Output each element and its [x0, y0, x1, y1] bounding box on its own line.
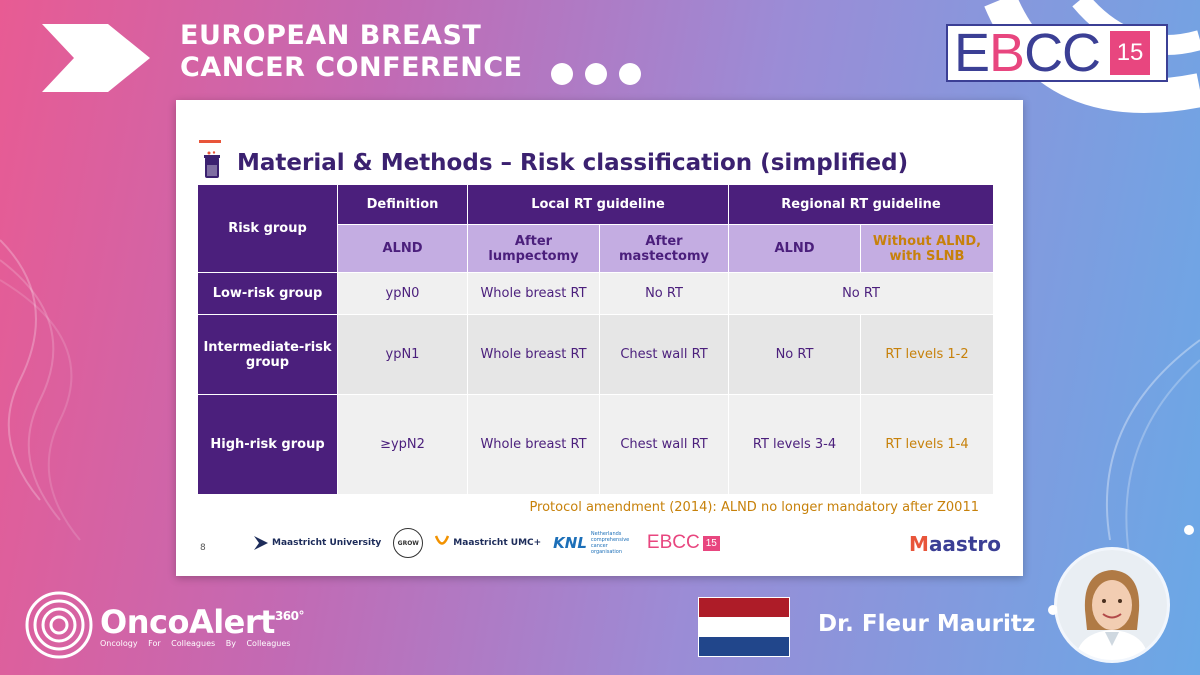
subheader-after-lumpectomy: After lumpectomy	[467, 224, 600, 273]
cell-lumpectomy: Whole breast RT	[467, 394, 600, 495]
oncoalert-name: OncoAlert	[100, 602, 275, 641]
oncoalert-tagline: Oncology For Colleagues By Colleagues	[100, 638, 291, 648]
title-accent-bar	[199, 140, 221, 143]
footer-logos: Maastricht University GROW Maastricht UM…	[254, 528, 720, 558]
ebcc-logo: EBCC 15	[946, 24, 1168, 82]
conference-title-line2: CANCER CONFERENCE	[180, 52, 523, 83]
cell-regional-slnb: RT levels 1-2	[860, 314, 994, 395]
subheader-after-mastectomy: After mastectomy	[599, 224, 729, 273]
maastro-logo: Maastro	[909, 532, 1001, 556]
maastricht-umc-logo: Maastricht UMC+	[435, 535, 541, 551]
slide-page-number: 8	[200, 543, 206, 553]
decoration-dot	[1048, 605, 1058, 615]
table-row: High-risk group ≥ypN2 Whole breast RT Ch…	[197, 394, 994, 495]
speaker-portrait-icon	[1057, 550, 1167, 660]
ebcc-logo-number: 15	[1110, 31, 1151, 75]
header-risk-group: Risk group	[197, 184, 338, 273]
protocol-amendment-note: Protocol amendment (2014): ALND no longe…	[529, 500, 979, 515]
subheader-without-alnd: Without ALND, with SLNB	[860, 224, 994, 273]
knl-logo: KNL Netherlands comprehensive cancer org…	[553, 531, 630, 555]
flask-icon	[204, 151, 220, 178]
cell-lumpectomy: Whole breast RT	[467, 314, 600, 395]
cell-definition: ypN0	[337, 272, 468, 315]
maastricht-university-logo: Maastricht University	[254, 536, 381, 550]
header-regional-rt: Regional RT guideline	[728, 184, 994, 225]
speaker-avatar	[1057, 550, 1167, 660]
chevron-arrow-icon	[42, 24, 150, 92]
table-row: Intermediate-risk group ypN1 Whole breast…	[197, 314, 994, 395]
subheader-regional-alnd: ALND	[728, 224, 861, 273]
cell-mastectomy: Chest wall RT	[599, 394, 729, 495]
row-group-low: Low-risk group	[197, 272, 338, 315]
header-definition: Definition	[337, 184, 468, 225]
dots-decoration	[551, 63, 641, 85]
subheader-alnd: ALND	[337, 224, 468, 273]
slide-title: Material & Methods – Risk classification…	[237, 150, 909, 176]
conference-title: EUROPEAN BREAST CANCER CONFERENCE	[180, 20, 523, 84]
row-group-high: High-risk group	[197, 394, 338, 495]
decoration-dot	[1184, 525, 1194, 535]
umc-mark-icon	[435, 535, 450, 545]
cell-regional-merged: No RT	[728, 272, 994, 315]
table-row: Low-risk group ypN0 Whole breast RT No R…	[197, 272, 994, 315]
um-mark-icon	[254, 536, 268, 550]
row-group-intermediate: Intermediate-risk group	[197, 314, 338, 395]
presentation-slide: Material & Methods – Risk classification…	[176, 100, 1023, 576]
cell-regional-slnb: RT levels 1-4	[860, 394, 994, 495]
oncoalert-superscript: 360°	[274, 608, 305, 623]
cell-regional-alnd: No RT	[728, 314, 861, 395]
oncoalert-logo: OncoAlert360° Oncology For Colleagues By…	[24, 590, 305, 660]
cell-definition: ypN1	[337, 314, 468, 395]
ebcc-footer-logo: EBCC 15	[647, 532, 720, 554]
netherlands-flag-icon	[698, 597, 790, 657]
cell-definition: ≥ypN2	[337, 394, 468, 495]
conference-title-line1: EUROPEAN BREAST	[180, 20, 482, 51]
risk-classification-table: Risk group Definition Local RT guideline…	[197, 184, 994, 495]
cell-lumpectomy: Whole breast RT	[467, 272, 600, 315]
grow-logo: GROW	[393, 528, 424, 558]
cell-mastectomy: No RT	[599, 272, 729, 315]
cell-mastectomy: Chest wall RT	[599, 314, 729, 395]
speaker-name: Dr. Fleur Mauritz	[818, 611, 1036, 637]
header-local-rt: Local RT guideline	[467, 184, 729, 225]
cell-regional-alnd: RT levels 3-4	[728, 394, 861, 495]
oncoalert-rings-icon	[25, 591, 93, 659]
